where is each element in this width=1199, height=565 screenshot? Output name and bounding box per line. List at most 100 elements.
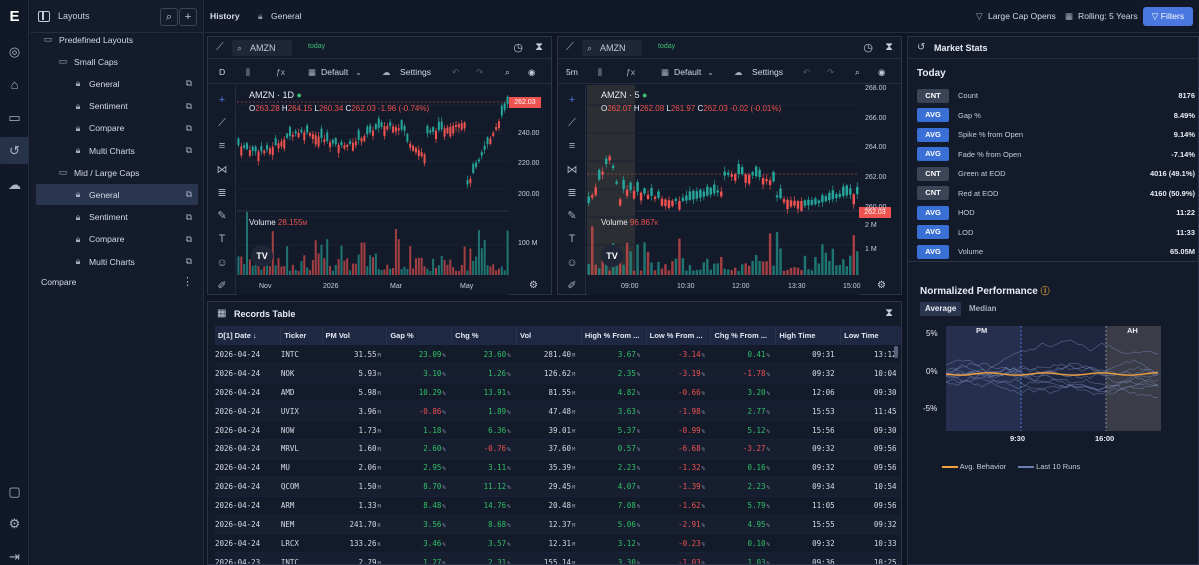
table-row[interactable]: 2026-04-24 NEM 241.70K 3.56% 8.68% 12.37M 5.06… (215, 515, 901, 535)
default-template-select[interactable]: Default (321, 67, 349, 77)
sidebar-item[interactable]: 🔒︎ General ⧉ (36, 73, 198, 94)
copy-icon[interactable]: ⧉ (185, 78, 192, 89)
chart-type-icon[interactable]: ⟋ (566, 41, 574, 53)
projection-icon[interactable]: ≣ (217, 187, 227, 199)
bank-icon[interactable]: ⌂ (10, 77, 19, 92)
table-row[interactable]: 2026-04-24 MRVL 1.60M 2.60% -0.76% 37.60M 0.57… (215, 439, 901, 459)
table-row[interactable]: 2026-04-23 INTC 2.79M 1.27% 2.31% 155.14M 3.30… (215, 552, 901, 564)
hourglass-icon[interactable]: ⧗ (535, 41, 543, 53)
sidebar-item[interactable]: ▭ Predefined Layouts (36, 29, 198, 50)
indicators-icon[interactable]: ƒx (626, 67, 636, 77)
emoji-icon[interactable]: ☺ (566, 257, 578, 269)
table-row[interactable]: 2026-04-24 QCOM 1.50M 8.70% 11.12% 29.45M 4.07… (215, 477, 901, 497)
price-plot-daily[interactable]: AMZN · 1D ● O263.28 H264.15 L260.34 C262… (237, 85, 552, 297)
column-header[interactable]: Low % From ... (646, 326, 712, 345)
default-template-select[interactable]: Default (674, 67, 702, 77)
redo-icon[interactable]: ↷ (827, 67, 835, 77)
text-icon[interactable]: T (568, 233, 576, 245)
column-header[interactable]: Ticker (280, 326, 323, 345)
brush-icon[interactable]: ✎ (217, 210, 227, 222)
filters-button[interactable]: ▽ Filters (1143, 7, 1193, 26)
tab-median[interactable]: Median (969, 304, 997, 313)
ruler-icon[interactable]: ✐ (217, 280, 227, 292)
zoom-icon[interactable]: ⌕ (505, 67, 510, 77)
history-icon[interactable]: ↺ (0, 137, 29, 164)
search-layouts-button[interactable]: ⌕ (160, 8, 178, 26)
table-row[interactable]: 2026-04-24 ARM 1.33M 8.48% 14.76% 20.48M 7.08%… (215, 496, 901, 516)
snapshot-icon[interactable]: ◉ (528, 67, 536, 77)
table-row[interactable]: 2026-04-24 INTC 31.55M 23.09% 23.60% 281.40M 3… (215, 345, 901, 365)
sidebar-item[interactable]: ▭ Mid / Large Caps (36, 162, 198, 183)
rolling-range[interactable]: Rolling: 5 Years (1078, 11, 1138, 21)
text-icon[interactable]: T (218, 233, 226, 245)
table-row[interactable]: 2026-04-24 MU 2.06M 2.95% 3.11% 35.39M 2.23% -1… (215, 458, 901, 478)
sort-desc-icon[interactable]: ↓ (253, 331, 257, 340)
cloud-download-icon[interactable]: ☁ (8, 177, 21, 192)
trendline-icon[interactable]: ⟋ (218, 117, 226, 129)
column-header[interactable]: Gap % (386, 326, 453, 345)
candles-icon[interactable]: ⫼ (246, 67, 250, 77)
column-header[interactable]: Low Time (840, 326, 901, 345)
column-header[interactable]: High % From ... (581, 326, 647, 345)
sidebar-item[interactable]: 🔒︎ Sentiment ⧉ (36, 207, 198, 228)
sidebar-item[interactable]: 🔒︎ Compare ⧉ (36, 229, 198, 250)
clock-icon[interactable]: ◷ (863, 42, 873, 54)
emoji-icon[interactable]: ☺ (216, 257, 228, 269)
column-header[interactable]: Chg % (451, 326, 517, 345)
chart-settings-icon[interactable]: ⚙ (529, 280, 538, 291)
brush-icon[interactable]: ✎ (567, 210, 577, 222)
ticker-search-input[interactable]: ⌕ AMZN (582, 40, 642, 56)
sidebar-item[interactable]: 🔒︎ Sentiment ⧉ (36, 96, 198, 117)
price-plot-5m[interactable]: AMZN · 5 ● O262.07 H262.08 L261.97 C262.… (587, 85, 902, 297)
interval-select[interactable]: 5m (566, 67, 578, 77)
trendline-icon[interactable]: ⟋ (568, 117, 576, 129)
copy-icon[interactable]: ⧉ (185, 100, 192, 111)
chevron-down-icon[interactable]: ⌄ (707, 67, 715, 77)
undo-icon[interactable]: ↶ (803, 67, 811, 77)
table-row[interactable]: 2026-04-24 NOK 5.93M 3.10% 1.26% 126.62M 2.35%… (215, 363, 901, 384)
chevron-down-icon[interactable]: ⌄ (355, 67, 363, 77)
help-icon[interactable]: ⓘ (1040, 286, 1050, 296)
hourglass-icon[interactable]: ⧗ (885, 41, 893, 53)
zoom-icon[interactable]: ⌕ (855, 67, 860, 77)
compare-section[interactable]: Compare (41, 277, 77, 287)
projection-icon[interactable]: ≣ (567, 187, 577, 199)
column-header[interactable]: PM Vol (322, 326, 388, 345)
pattern-icon[interactable]: ⋈ (566, 164, 578, 176)
more-options-icon[interactable]: ⋮ (182, 276, 193, 288)
copy-icon[interactable]: ⧉ (185, 122, 192, 133)
add-layout-button[interactable]: + (179, 8, 197, 26)
dashboard-icon[interactable]: ◎ (8, 44, 21, 59)
crosshair-icon[interactable]: + (568, 94, 576, 106)
sidebar-item[interactable]: 🔒︎ Multi Charts ⧉ (36, 251, 198, 272)
feedback-icon[interactable]: ▢ (8, 484, 21, 499)
column-header[interactable]: Chg % From ... (710, 326, 777, 345)
ticker-search-input[interactable]: ⌕ AMZN (232, 40, 292, 56)
copy-icon[interactable]: ⧉ (185, 233, 192, 244)
table-row[interactable]: 2026-04-24 LRCX 133.26K 3.46% 3.57% 12.31M 3.1… (215, 533, 901, 554)
table-row[interactable]: 2026-04-24 AMD 5.98M 10.29% 13.91% 81.55M 4.82… (215, 382, 901, 403)
table-row[interactable]: 2026-04-24 NOW 1.73M 1.18% 6.36% 39.01M 5.37% -… (215, 420, 901, 440)
copy-icon[interactable]: ⧉ (185, 145, 192, 155)
copy-icon[interactable]: ⧉ (185, 189, 192, 200)
logout-icon[interactable]: ⇥ (9, 549, 20, 564)
ruler-icon[interactable]: ✐ (567, 280, 577, 292)
gear-icon[interactable]: ⚙ (8, 516, 21, 531)
column-header[interactable]: Vol (516, 326, 582, 345)
sidebar-item[interactable]: 🔒︎ Multi Charts ⧉ (36, 140, 198, 161)
interval-select[interactable]: D (219, 67, 226, 77)
column-header[interactable]: High Time (775, 326, 842, 345)
chart-type-icon[interactable]: ⟋ (216, 41, 224, 53)
snapshot-icon[interactable]: ◉ (878, 67, 886, 77)
indicators-icon[interactable]: ƒx (276, 67, 286, 77)
settings-button[interactable]: Settings (752, 67, 784, 77)
layout-name[interactable]: General (271, 11, 302, 21)
settings-button[interactable]: Settings (400, 67, 432, 77)
candles-icon[interactable]: ⫼ (598, 67, 602, 77)
copy-icon[interactable]: ⧉ (185, 211, 192, 222)
crosshair-icon[interactable]: + (218, 94, 226, 106)
chart-settings-icon[interactable]: ⚙ (877, 280, 886, 291)
fib-icon[interactable]: ≡ (568, 140, 576, 152)
fib-icon[interactable]: ≡ (218, 140, 226, 152)
redo-icon[interactable]: ↷ (476, 67, 484, 77)
